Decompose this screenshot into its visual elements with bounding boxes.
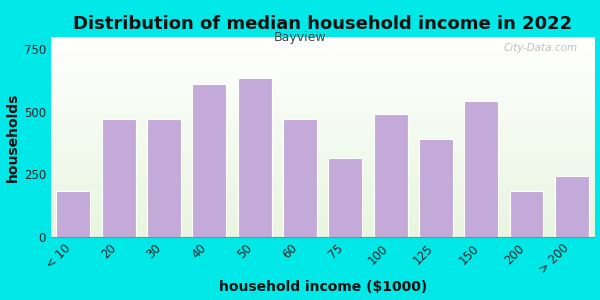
Bar xyxy=(238,78,272,237)
Bar xyxy=(464,100,498,237)
Bar xyxy=(147,119,181,237)
Text: City-Data.com: City-Data.com xyxy=(504,43,578,53)
Bar xyxy=(102,119,136,237)
Bar xyxy=(193,84,226,237)
Y-axis label: households: households xyxy=(5,92,20,182)
Bar xyxy=(419,140,453,237)
Bar xyxy=(555,176,589,237)
Title: Distribution of median household income in 2022: Distribution of median household income … xyxy=(73,15,572,33)
Text: Bayview: Bayview xyxy=(274,32,326,44)
Bar xyxy=(283,119,317,237)
Bar xyxy=(374,114,407,237)
X-axis label: household income ($1000): household income ($1000) xyxy=(218,280,427,294)
Bar xyxy=(56,190,91,237)
Bar xyxy=(328,158,362,237)
Bar xyxy=(509,190,544,237)
